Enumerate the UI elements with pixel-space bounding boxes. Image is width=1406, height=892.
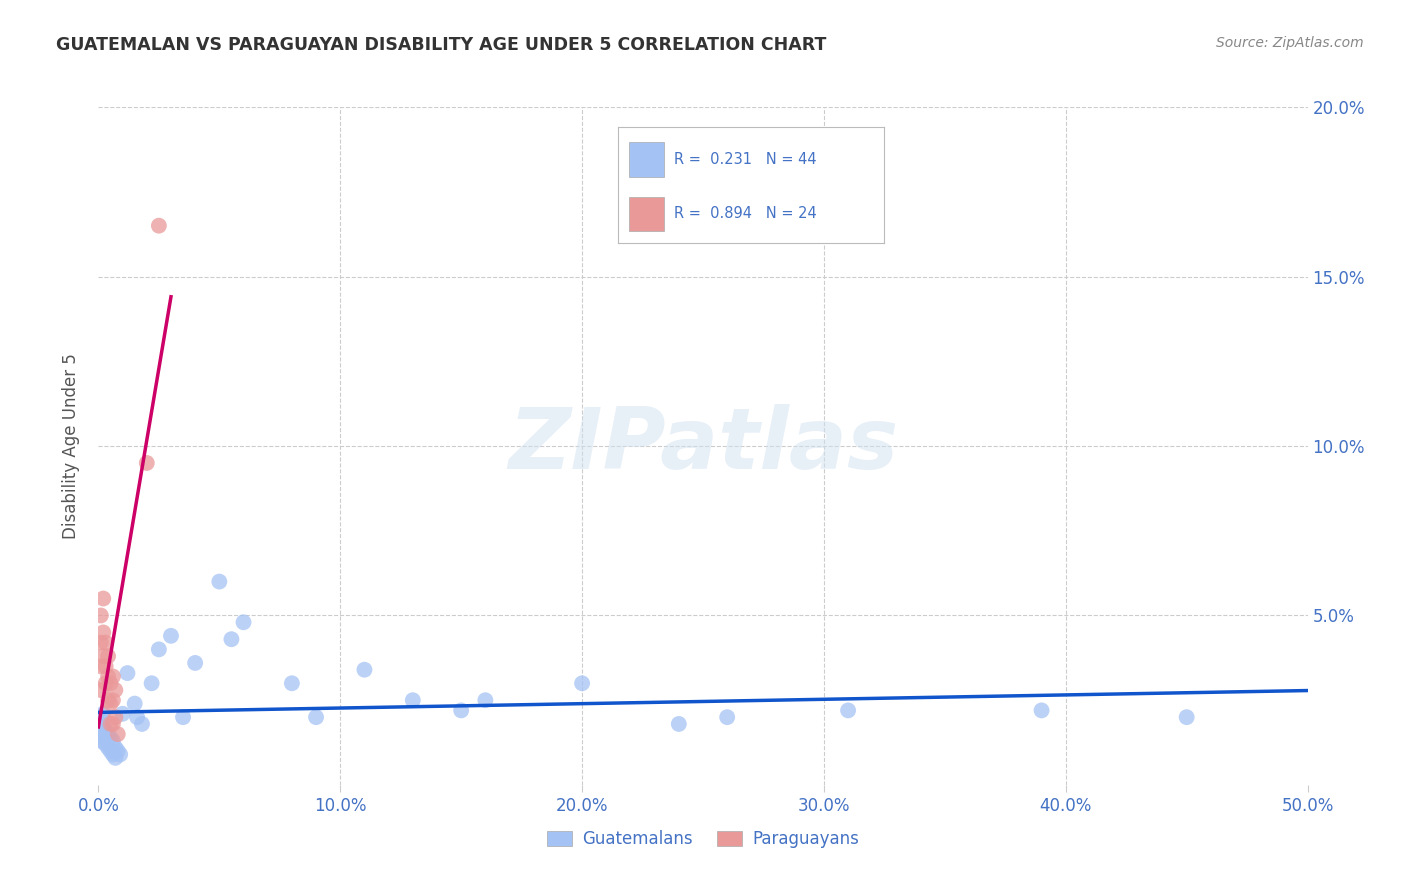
Point bbox=[232, 615, 254, 630]
Point bbox=[668, 717, 690, 731]
Point bbox=[104, 751, 127, 765]
Point bbox=[90, 717, 112, 731]
Point bbox=[353, 663, 375, 677]
Point bbox=[97, 669, 120, 683]
Point bbox=[90, 683, 112, 698]
Point bbox=[208, 574, 231, 589]
Point bbox=[1175, 710, 1198, 724]
Point bbox=[101, 669, 124, 683]
Point bbox=[91, 591, 114, 606]
Point bbox=[716, 710, 738, 724]
Point bbox=[160, 629, 183, 643]
Point bbox=[101, 693, 124, 707]
Point bbox=[90, 635, 112, 649]
Point bbox=[104, 683, 127, 698]
Point bbox=[184, 656, 207, 670]
Point bbox=[91, 625, 114, 640]
Point bbox=[91, 649, 114, 664]
Text: Source: ZipAtlas.com: Source: ZipAtlas.com bbox=[1216, 36, 1364, 50]
Legend: Guatemalans, Paraguayans: Guatemalans, Paraguayans bbox=[540, 823, 866, 855]
Point bbox=[100, 717, 122, 731]
Point bbox=[90, 727, 112, 741]
Point bbox=[94, 723, 117, 738]
Point bbox=[94, 659, 117, 673]
Point bbox=[94, 676, 117, 690]
Point bbox=[148, 219, 170, 233]
Point bbox=[107, 727, 129, 741]
Point bbox=[94, 737, 117, 751]
Point bbox=[305, 710, 328, 724]
Point bbox=[90, 710, 112, 724]
Point bbox=[127, 710, 149, 724]
Point bbox=[571, 676, 593, 690]
Point bbox=[91, 731, 114, 745]
Point bbox=[111, 706, 134, 721]
Point bbox=[101, 717, 124, 731]
Point bbox=[94, 635, 117, 649]
Point bbox=[148, 642, 170, 657]
Point bbox=[101, 747, 124, 762]
Point bbox=[97, 693, 120, 707]
Point bbox=[90, 734, 112, 748]
Point bbox=[108, 747, 131, 762]
Point bbox=[837, 703, 859, 717]
Point bbox=[100, 744, 122, 758]
Point bbox=[117, 666, 139, 681]
Point bbox=[474, 693, 496, 707]
Point bbox=[90, 659, 112, 673]
Point bbox=[91, 706, 114, 721]
Point bbox=[107, 744, 129, 758]
Point bbox=[101, 734, 124, 748]
Point bbox=[135, 456, 157, 470]
Point bbox=[97, 727, 120, 741]
Point bbox=[104, 740, 127, 755]
Point bbox=[100, 697, 122, 711]
Point bbox=[141, 676, 163, 690]
Text: GUATEMALAN VS PARAGUAYAN DISABILITY AGE UNDER 5 CORRELATION CHART: GUATEMALAN VS PARAGUAYAN DISABILITY AGE … bbox=[56, 36, 827, 54]
Point bbox=[172, 710, 194, 724]
Point bbox=[221, 632, 243, 647]
Point bbox=[100, 731, 122, 745]
Point bbox=[124, 697, 146, 711]
Point bbox=[91, 720, 114, 734]
Point bbox=[281, 676, 304, 690]
Point bbox=[450, 703, 472, 717]
Point bbox=[402, 693, 425, 707]
Text: ZIPatlas: ZIPatlas bbox=[508, 404, 898, 488]
Y-axis label: Disability Age Under 5: Disability Age Under 5 bbox=[62, 353, 80, 539]
Point bbox=[100, 676, 122, 690]
Point bbox=[131, 717, 153, 731]
Point bbox=[1031, 703, 1053, 717]
Point bbox=[97, 649, 120, 664]
Point bbox=[90, 608, 112, 623]
Point bbox=[97, 740, 120, 755]
Point bbox=[104, 710, 127, 724]
